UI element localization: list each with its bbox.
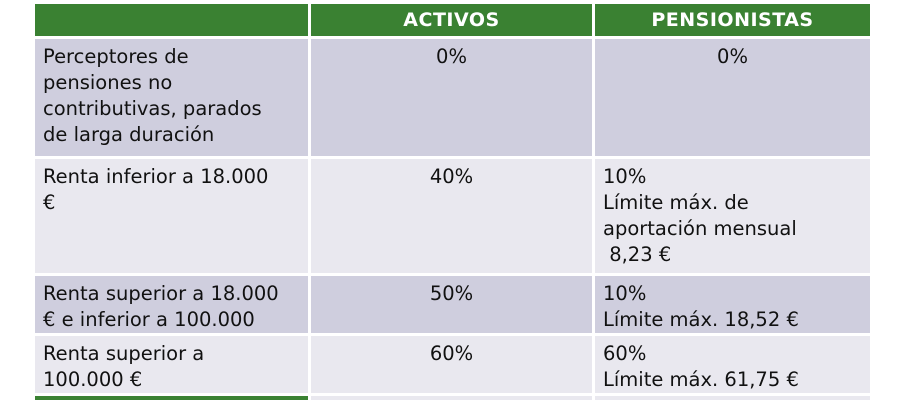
bottom-strip-col2 (311, 396, 592, 400)
row-1-activos-cell: 0% (311, 39, 592, 156)
row-4-pensionistas-cell: 60% Límite máx. 61,75 € (595, 336, 870, 393)
header-cell-empty (35, 4, 308, 36)
row-1-label-cell: Perceptores de pensiones no contributiva… (35, 39, 308, 156)
header-cell-activos: ACTIVOS (311, 4, 592, 36)
bottom-strip-col3 (595, 396, 870, 400)
row-3-activos-cell: 50% (311, 276, 592, 333)
row-2-activos-cell: 40% (311, 159, 592, 273)
bottom-green-strip (35, 396, 308, 400)
contribution-rates-table: ACTIVOS PENSIONISTAS Perceptores de pens… (35, 4, 870, 400)
row-4-label-cell: Renta superior a 100.000 € (35, 336, 308, 393)
header-cell-pensionistas: PENSIONISTAS (595, 4, 870, 36)
row-3-label-cell: Renta superior a 18.000 € e inferior a 1… (35, 276, 308, 333)
row-1-pensionistas-cell: 0% (595, 39, 870, 156)
row-2-label-cell: Renta inferior a 18.000 € (35, 159, 308, 273)
row-3-pensionistas-cell: 10% Límite máx. 18,52 € (595, 276, 870, 333)
row-2-pensionistas-cell: 10% Límite máx. de aportación mensual 8,… (595, 159, 870, 273)
row-4-activos-cell: 60% (311, 336, 592, 393)
